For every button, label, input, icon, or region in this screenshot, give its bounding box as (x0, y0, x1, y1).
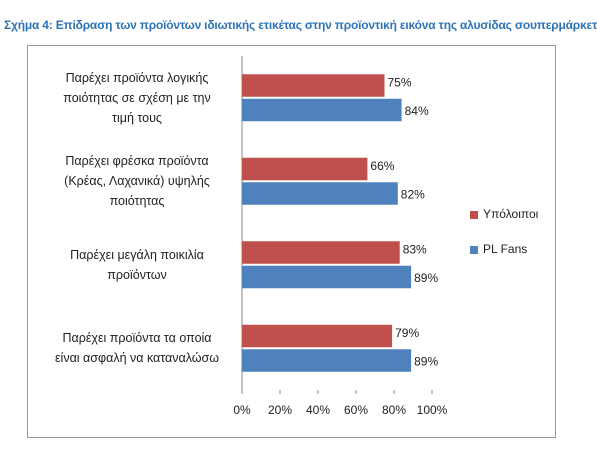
category-label: Παρέχει μεγάλη ποικιλία προϊόντων (70, 247, 204, 282)
x-tick-label: 0% (233, 403, 251, 417)
value-label: 66% (370, 159, 394, 173)
x-tick-label: 60% (344, 403, 368, 417)
value-label: 82% (401, 188, 425, 202)
legend-label: Υπόλοιποι (483, 207, 539, 221)
bar (242, 74, 385, 97)
bar (242, 324, 393, 348)
value-label: 89% (414, 271, 438, 285)
category-label: Παρέχει προϊόντα λογικής ποιότητας σε σχ… (63, 70, 211, 125)
category-label: Παρέχει προϊόντα τα οποία είναι ασφαλή ν… (54, 331, 220, 366)
bar (242, 265, 412, 289)
value-label: 83% (403, 243, 427, 257)
bar (242, 182, 398, 205)
x-tick-label: 100% (417, 403, 448, 417)
x-tick-label: 80% (382, 403, 406, 417)
value-label: 89% (414, 355, 438, 369)
x-tick-label: 20% (268, 403, 292, 417)
legend-label: PL Fans (483, 242, 527, 256)
legend-swatch (470, 211, 478, 219)
value-label: 79% (395, 326, 419, 340)
category-label: Παρέχει φρέσκα προϊόντα (Κρέας, Λαχανικά… (64, 154, 210, 209)
value-label: 75% (388, 76, 412, 90)
chart-border (27, 45, 556, 438)
bar (242, 349, 412, 372)
bar (242, 241, 400, 264)
x-tick-label: 40% (306, 403, 330, 417)
bar (242, 157, 368, 181)
bar (242, 98, 402, 122)
value-label: 84% (405, 104, 429, 118)
chart-title: Σχήμα 4: Επίδραση των προϊόντων ιδιωτική… (4, 18, 597, 32)
legend-swatch (470, 246, 478, 254)
